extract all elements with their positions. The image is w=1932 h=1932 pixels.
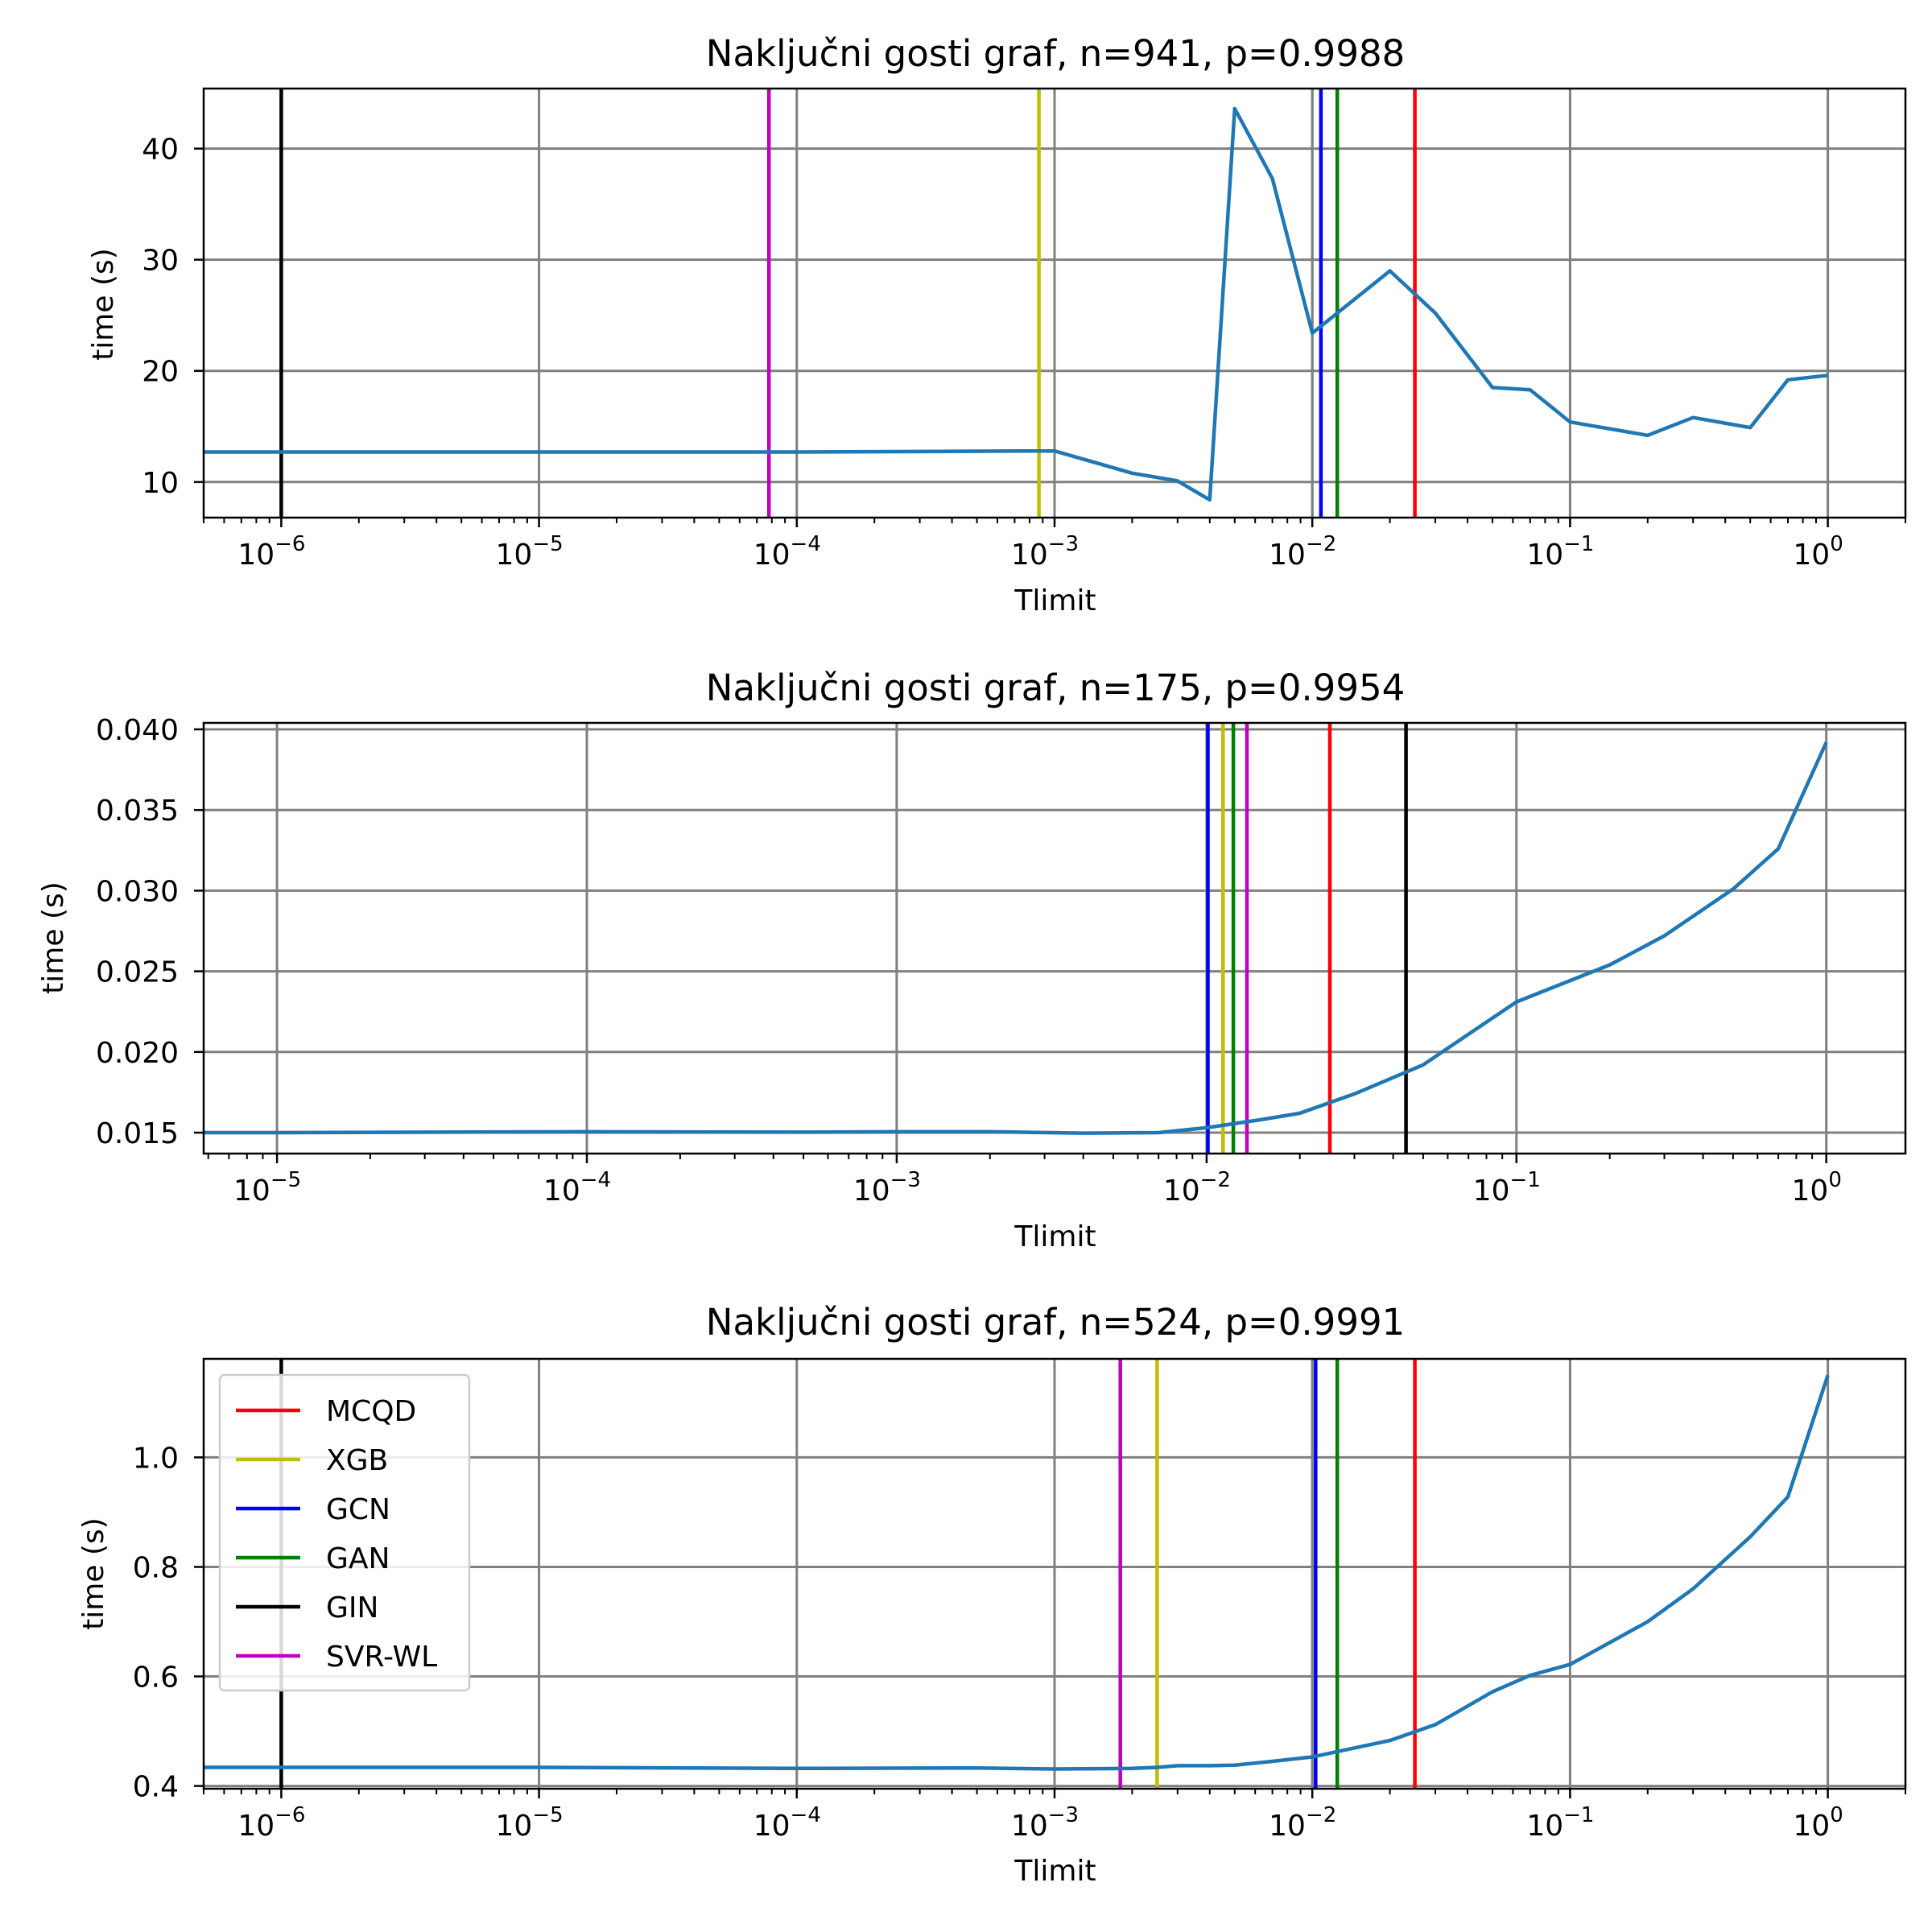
minor-x-ticks [207,1154,1814,1159]
legend-item: GAN [236,1542,390,1575]
minor-x-ticks [203,1789,1906,1794]
x-tick-label: 10−4 [753,532,821,572]
legend: MCQD XGB GCN GAN GIN SVR-WL [218,1373,471,1692]
y-tick-label: 10 [142,467,179,500]
y-axis-label: time (s) [87,248,120,361]
series-line [204,1374,1830,1771]
y-tick-label: 30 [142,245,179,278]
legend-item: MCQD [236,1395,416,1428]
y-tick-label: 1.0 [133,1442,179,1475]
x-axis-label: Tlimit [1013,1855,1096,1888]
y-tick-label: 0.4 [133,1771,179,1804]
chart-title: Naključni gosti graf, n=524, p=0.9991 [706,1301,1405,1344]
x-tick-label: 10−1 [1526,1803,1594,1843]
x-tick-label: 100 [1792,1168,1842,1208]
x-tick-label: 10−6 [237,1803,305,1843]
chart-title: Naključni gosti graf, n=175, p=0.9954 [706,667,1405,709]
y-axis-label: time (s) [37,881,70,994]
x-tick-label: 100 [1793,532,1843,572]
x-tick-label: 10−3 [853,1168,921,1208]
legend-label: GIN [326,1591,378,1624]
legend-item: SVR-WL [236,1641,437,1674]
legend-label: GAN [326,1542,390,1575]
y-tick-label: 0.8 [133,1552,179,1585]
x-tick-label: 10−3 [1011,1803,1079,1843]
legend-item: XGB [236,1444,388,1477]
y-tick-label: 40 [142,134,179,167]
y-tick-label: 0.035 [96,795,179,828]
y-tick-label: 0.015 [96,1117,179,1150]
x-tick-label: 10−4 [753,1803,821,1843]
y-tick-label: 20 [142,356,179,389]
x-tick-label: 10−6 [237,532,305,572]
legend-label: XGB [326,1444,388,1477]
legend-box [218,1373,471,1692]
x-tick-label: 10−2 [1163,1168,1231,1208]
x-tick-label: 10−2 [1269,1803,1336,1843]
x-axis-label: Tlimit [1013,584,1096,617]
y-tick-label: 0.030 [96,875,179,908]
legend-label: GCN [326,1493,390,1526]
chart-panel-2: Naključni gosti graf, n=175, p=0.9954 Tl… [37,667,1907,1253]
x-tick-label: 10−2 [1269,532,1336,572]
series-line [204,106,1828,502]
x-tick-label: 100 [1793,1803,1843,1843]
series-line [204,741,1828,1135]
y-axis-label: time (s) [77,1517,110,1630]
legend-item: GCN [236,1493,390,1526]
legend-item: GIN [236,1591,378,1624]
legend-label: SVR-WL [326,1641,437,1674]
x-tick-label: 10−1 [1473,1168,1541,1208]
x-tick-label: 10−4 [543,1168,611,1208]
y-tick-label: 0.020 [96,1037,179,1070]
x-tick-label: 10−5 [233,1168,301,1208]
minor-x-ticks [203,518,1906,523]
x-tick-label: 10−5 [496,1803,564,1843]
y-tick-label: 0.025 [96,956,179,989]
grid [204,723,1905,1154]
x-tick-label: 10−5 [496,532,564,572]
grid [204,1359,1905,1789]
x-tick-label: 10−1 [1526,532,1594,572]
plot-frame [202,721,1907,1155]
x-axis-label: Tlimit [1013,1220,1096,1253]
chart-panel-1: Naključni gosti graf, n=941, p=0.9988 Tl… [87,32,1907,617]
grid [204,89,1905,518]
x-tick-label: 10−3 [1011,532,1079,572]
legend-label: MCQD [326,1395,416,1428]
chart-panel-3: Naključni gosti graf, n=524, p=0.9991 Tl… [77,1301,1907,1888]
y-tick-label: 0.040 [96,714,179,747]
chart-title: Naključni gosti graf, n=941, p=0.9988 [706,32,1405,75]
y-tick-label: 0.6 [133,1662,179,1695]
